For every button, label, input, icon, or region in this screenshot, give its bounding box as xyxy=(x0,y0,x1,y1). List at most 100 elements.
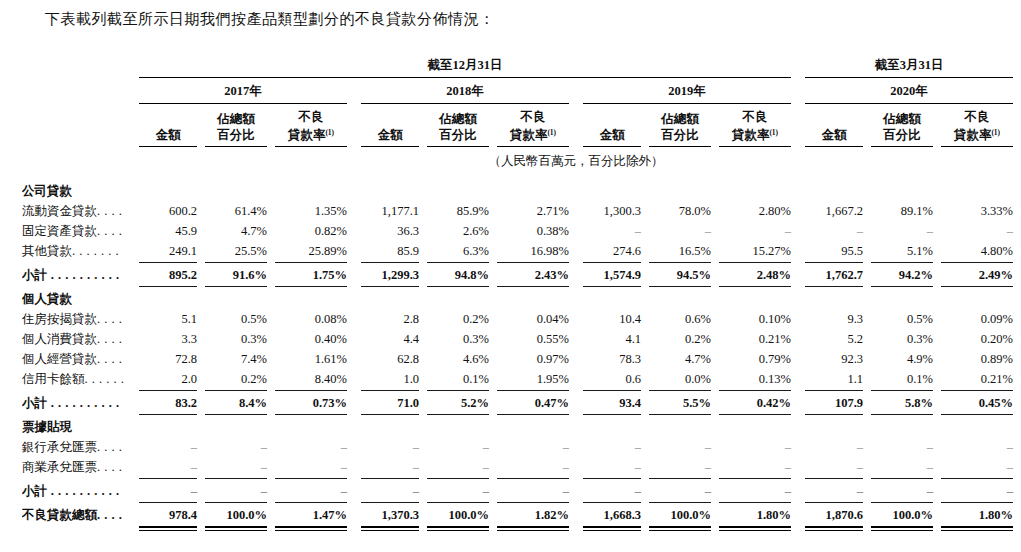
cell: – xyxy=(805,224,863,239)
cell: 0.5% xyxy=(205,312,267,327)
table-row: 銀行承兌匯票. . . .–––––––––––– xyxy=(22,440,1021,455)
cell: 1.80% xyxy=(719,508,791,528)
cell: 93.4 xyxy=(583,396,641,415)
cell: – xyxy=(205,460,267,479)
cell: 0.13% xyxy=(719,372,791,391)
cell: 92.3 xyxy=(805,352,863,367)
cell: – xyxy=(139,460,197,479)
row-label: 商業承兌匯票. . . . xyxy=(22,460,139,479)
cell: 0.40% xyxy=(275,332,347,347)
row-label: 住房按揭貸款. . . . xyxy=(22,312,139,327)
cell: 7.4% xyxy=(205,352,267,367)
cell: 0.21% xyxy=(719,332,791,347)
cell: – xyxy=(871,460,933,479)
cell: – xyxy=(719,224,791,239)
cell: – xyxy=(361,460,419,479)
cell: 0.42% xyxy=(719,396,791,415)
table-row: 小計 . . . . . . . . . .83.28.4%0.73%71.05… xyxy=(22,396,1021,415)
row-label: 小計 . . . . . . . . . . xyxy=(22,268,139,287)
footnote-marker: (1) xyxy=(547,128,556,137)
cell: 36.3 xyxy=(361,224,419,239)
row-label: 小計 . . . . . . . . . . xyxy=(22,484,139,503)
column-header-pct-of-total: 佔總額百分比 xyxy=(427,104,489,147)
cell: 1,177.1 xyxy=(361,204,419,219)
cell: 0.38% xyxy=(497,224,569,239)
cell: 2.43% xyxy=(497,268,569,287)
cell: – xyxy=(805,440,863,455)
cell: 71.0 xyxy=(361,396,419,415)
cell: 94.8% xyxy=(427,268,489,287)
cell: 95.5 xyxy=(805,244,863,263)
cell: – xyxy=(139,440,197,455)
row-label: 小計 . . . . . . . . . . xyxy=(22,396,139,415)
cell: 10.4 xyxy=(583,312,641,327)
cell: 100.0% xyxy=(649,508,711,528)
row-label: 個人經營貸款. . . . xyxy=(22,352,139,367)
cell: 0.09% xyxy=(941,312,1013,327)
npl-distribution-table: 截至12月31日 截至3月31日 2017年 2018年 2019年 2020年… xyxy=(22,57,1021,528)
cell: 0.6% xyxy=(649,312,711,327)
cell: 1.47% xyxy=(275,508,347,528)
cell: – xyxy=(275,440,347,455)
column-header-amount: 金額 xyxy=(361,104,419,147)
cell: – xyxy=(805,484,863,503)
cell: 25.89% xyxy=(275,244,347,263)
cell: 83.2 xyxy=(139,396,197,415)
footnote-marker: (1) xyxy=(769,128,778,137)
cell: 61.4% xyxy=(205,204,267,219)
column-header-pct-of-total: 佔總額百分比 xyxy=(871,104,933,147)
table-header-columns-row: 金額 佔總額百分比 不良貸款率(1) 金額 佔總額百分比 不良貸款率(1) 金額… xyxy=(22,104,1021,147)
cell: 0.3% xyxy=(871,332,933,347)
cell: 978.4 xyxy=(139,508,197,528)
cell: 5.2% xyxy=(427,396,489,415)
cell: – xyxy=(941,484,1013,503)
cell: 0.08% xyxy=(275,312,347,327)
cell: – xyxy=(205,484,267,503)
cell: – xyxy=(941,460,1013,479)
cell: – xyxy=(361,484,419,503)
cell: – xyxy=(649,460,711,479)
row-label: 公司貸款 xyxy=(22,184,139,199)
cell: 4.4 xyxy=(361,332,419,347)
cell: 0.0% xyxy=(649,372,711,391)
cell: 0.2% xyxy=(205,372,267,391)
table-row: 個人消費貸款. . . .3.30.3%0.40%4.40.3%0.55%4.1… xyxy=(22,332,1021,347)
cell: – xyxy=(719,440,791,455)
cell: 91.6% xyxy=(205,268,267,287)
cell: – xyxy=(805,460,863,479)
cell: 45.9 xyxy=(139,224,197,239)
cell: 1.82% xyxy=(497,508,569,528)
cell: 1.95% xyxy=(497,372,569,391)
row-label: 固定資產貸款. . . . xyxy=(22,224,139,239)
cell: 1.80% xyxy=(941,508,1013,528)
column-header-npl-ratio: 不良貸款率(1) xyxy=(275,104,347,147)
cell: 8.4% xyxy=(205,396,267,415)
cell: 4.1 xyxy=(583,332,641,347)
unit-note: （人民幣百萬元，百分比除外） xyxy=(139,147,1013,170)
table-row: 其他貸款. . . . . . .249.125.5%25.89%85.96.3… xyxy=(22,244,1021,263)
cell: 16.5% xyxy=(649,244,711,263)
cell: 1.75% xyxy=(275,268,347,287)
cell: – xyxy=(719,484,791,503)
table-row: 不良貸款總額. . . .978.4100.0%1.47%1,370.3100.… xyxy=(22,508,1021,528)
cell: 0.45% xyxy=(941,396,1013,415)
cell: – xyxy=(941,224,1013,239)
cell: 0.2% xyxy=(649,332,711,347)
cell: 5.8% xyxy=(871,396,933,415)
footnote-marker: (1) xyxy=(991,128,1000,137)
cell: 8.40% xyxy=(275,372,347,391)
cell: – xyxy=(871,484,933,503)
cell: – xyxy=(497,460,569,479)
cell: – xyxy=(583,484,641,503)
cell: 0.97% xyxy=(497,352,569,367)
cell: 2.80% xyxy=(719,204,791,219)
cell: 100.0% xyxy=(871,508,933,528)
row-label: 其他貸款. . . . . . . xyxy=(22,244,139,263)
cell: 94.2% xyxy=(871,268,933,287)
document-page: { "page": { "title": "下表載列截至所示日期我們按產品類型劃… xyxy=(0,0,1021,552)
year-2017: 2017年 xyxy=(139,78,347,104)
table-row: 商業承兌匯票. . . .–––––––––––– xyxy=(22,460,1021,479)
cell: – xyxy=(275,484,347,503)
cell: 1,870.6 xyxy=(805,508,863,528)
cell: 2.6% xyxy=(427,224,489,239)
